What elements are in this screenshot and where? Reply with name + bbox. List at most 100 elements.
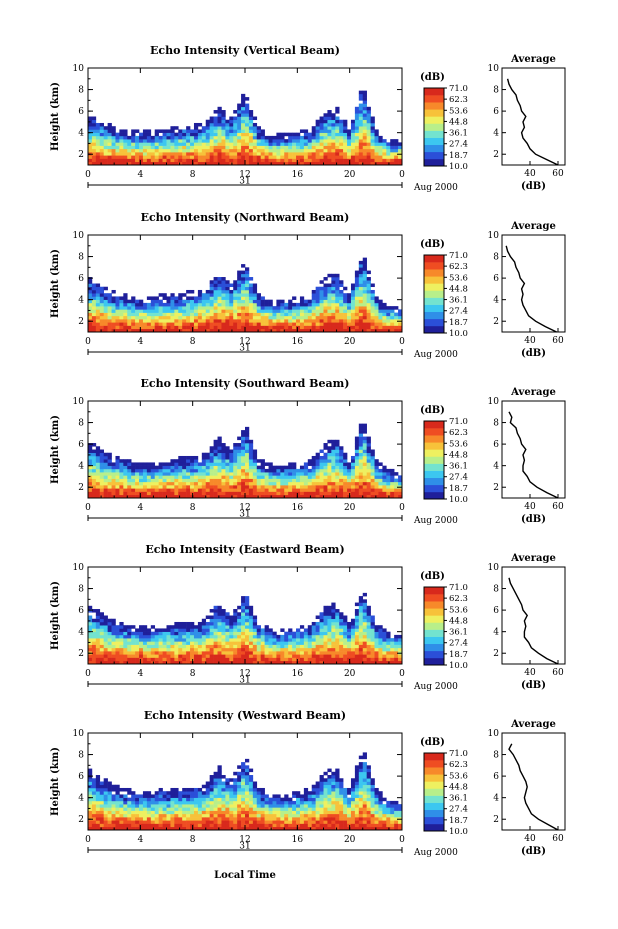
heatmap-cell	[209, 129, 214, 133]
heatmap-cell	[358, 465, 364, 470]
heatmap-cell	[248, 148, 254, 153]
heatmap-cell	[331, 654, 336, 658]
heatmap-cell	[146, 491, 152, 496]
day-label: 31	[239, 510, 250, 520]
heatmap-cell	[386, 641, 391, 645]
heatmap-cell	[245, 468, 250, 473]
heatmap-cell	[186, 455, 191, 460]
heatmap-cell	[252, 142, 258, 146]
heatmap-cell	[245, 426, 250, 431]
heatmap-cell	[103, 452, 108, 457]
heatmap-cell	[347, 621, 352, 626]
heatmap-cell	[331, 618, 336, 623]
heatmap-cell	[123, 299, 128, 304]
heatmap-cell	[248, 129, 254, 133]
heatmap-cell	[358, 126, 364, 130]
heatmap-cell	[398, 322, 403, 326]
heatmap-cell	[111, 478, 116, 483]
heatmap-cell	[398, 654, 403, 658]
heatmap-cell	[217, 612, 222, 616]
heatmap-cell	[233, 289, 238, 294]
heatmap-cell	[127, 823, 132, 828]
heatmap-cell	[362, 309, 367, 313]
heatmap-cell	[103, 810, 108, 815]
heatmap-cell	[233, 465, 238, 470]
heatmap-cell	[237, 494, 242, 499]
heatmap-cell	[99, 647, 104, 652]
heatmap-cell	[127, 647, 132, 652]
heatmap-cell	[315, 122, 320, 127]
heatmap-cell	[245, 152, 250, 156]
heatmap-cell	[162, 638, 167, 642]
colorbar-unit: (dB)	[420, 239, 445, 250]
heatmap-cell	[303, 654, 309, 658]
heatmap-cell	[323, 309, 328, 313]
heatmap-cell	[311, 654, 316, 658]
heatmap-cell	[174, 459, 179, 463]
heatmap-cell	[154, 145, 159, 150]
heatmap-cell	[95, 296, 101, 300]
heatmap-cell	[221, 657, 226, 662]
heatmap-cell	[335, 452, 340, 457]
heatmap-cell	[95, 465, 101, 470]
heatmap-cell	[197, 152, 203, 156]
heatmap-cell	[123, 472, 128, 476]
heatmap-cell	[154, 475, 159, 479]
heatmap-cell	[264, 309, 269, 313]
heatmap-cell	[319, 309, 324, 313]
heatmap-cell	[237, 468, 242, 473]
heatmap-cell	[213, 328, 218, 333]
heatmap-cell	[115, 823, 120, 828]
heatmap-cell	[323, 657, 328, 662]
heatmap-cell	[154, 638, 159, 642]
heatmap-cell	[264, 145, 269, 150]
heatmap-cell	[256, 139, 261, 143]
heatmap-cell	[217, 132, 222, 137]
heatmap-cell	[170, 309, 175, 313]
heatmap-cell	[127, 810, 132, 815]
heatmap-cell	[331, 139, 336, 143]
heatmap-cell	[88, 122, 93, 127]
heatmap-cell	[307, 631, 313, 636]
heatmap-cell	[217, 296, 222, 300]
heatmap-cell	[233, 139, 238, 143]
heatmap-cell	[319, 475, 324, 479]
heatmap-cell	[331, 625, 336, 629]
heatmap-cell	[331, 660, 336, 665]
heatmap-cell	[374, 485, 379, 489]
heatmap-cell	[95, 791, 101, 795]
heatmap-cell	[205, 488, 210, 492]
heatmap-cell	[303, 494, 309, 499]
heatmap-cell	[150, 657, 156, 662]
heatmap-cell	[350, 621, 356, 626]
heatmap-cell	[248, 475, 254, 479]
heatmap-cell	[166, 488, 171, 492]
heatmap-cell	[245, 139, 250, 143]
echo-heatmap	[88, 592, 403, 665]
heatmap-cell	[123, 135, 128, 140]
heatmap-cell	[327, 119, 332, 124]
heatmap-cell	[123, 813, 128, 818]
heatmap-cell	[350, 462, 356, 466]
heatmap-cell	[358, 328, 364, 333]
heatmap-cell	[343, 309, 348, 313]
heatmap-cell	[103, 820, 108, 824]
heatmap-cell	[398, 638, 403, 642]
heatmap-cell	[166, 475, 171, 479]
heatmap-cell	[264, 625, 269, 629]
heatmap-cell	[378, 625, 383, 629]
heatmap-cell	[166, 634, 171, 639]
heatmap-cell	[370, 289, 375, 294]
heatmap-cell	[260, 142, 265, 146]
heatmap-cell	[366, 110, 371, 114]
heatmap-cell	[276, 494, 281, 499]
heatmap-cell	[264, 152, 269, 156]
heatmap-cell	[95, 152, 101, 156]
heatmap-cell	[296, 468, 301, 473]
heatmap-cell	[142, 641, 148, 645]
heatmap-cell	[241, 280, 246, 284]
heatmap-cell	[221, 122, 226, 127]
heatmap-cell	[162, 296, 167, 300]
heatmap-cell	[335, 322, 340, 326]
heatmap-cell	[162, 485, 167, 489]
